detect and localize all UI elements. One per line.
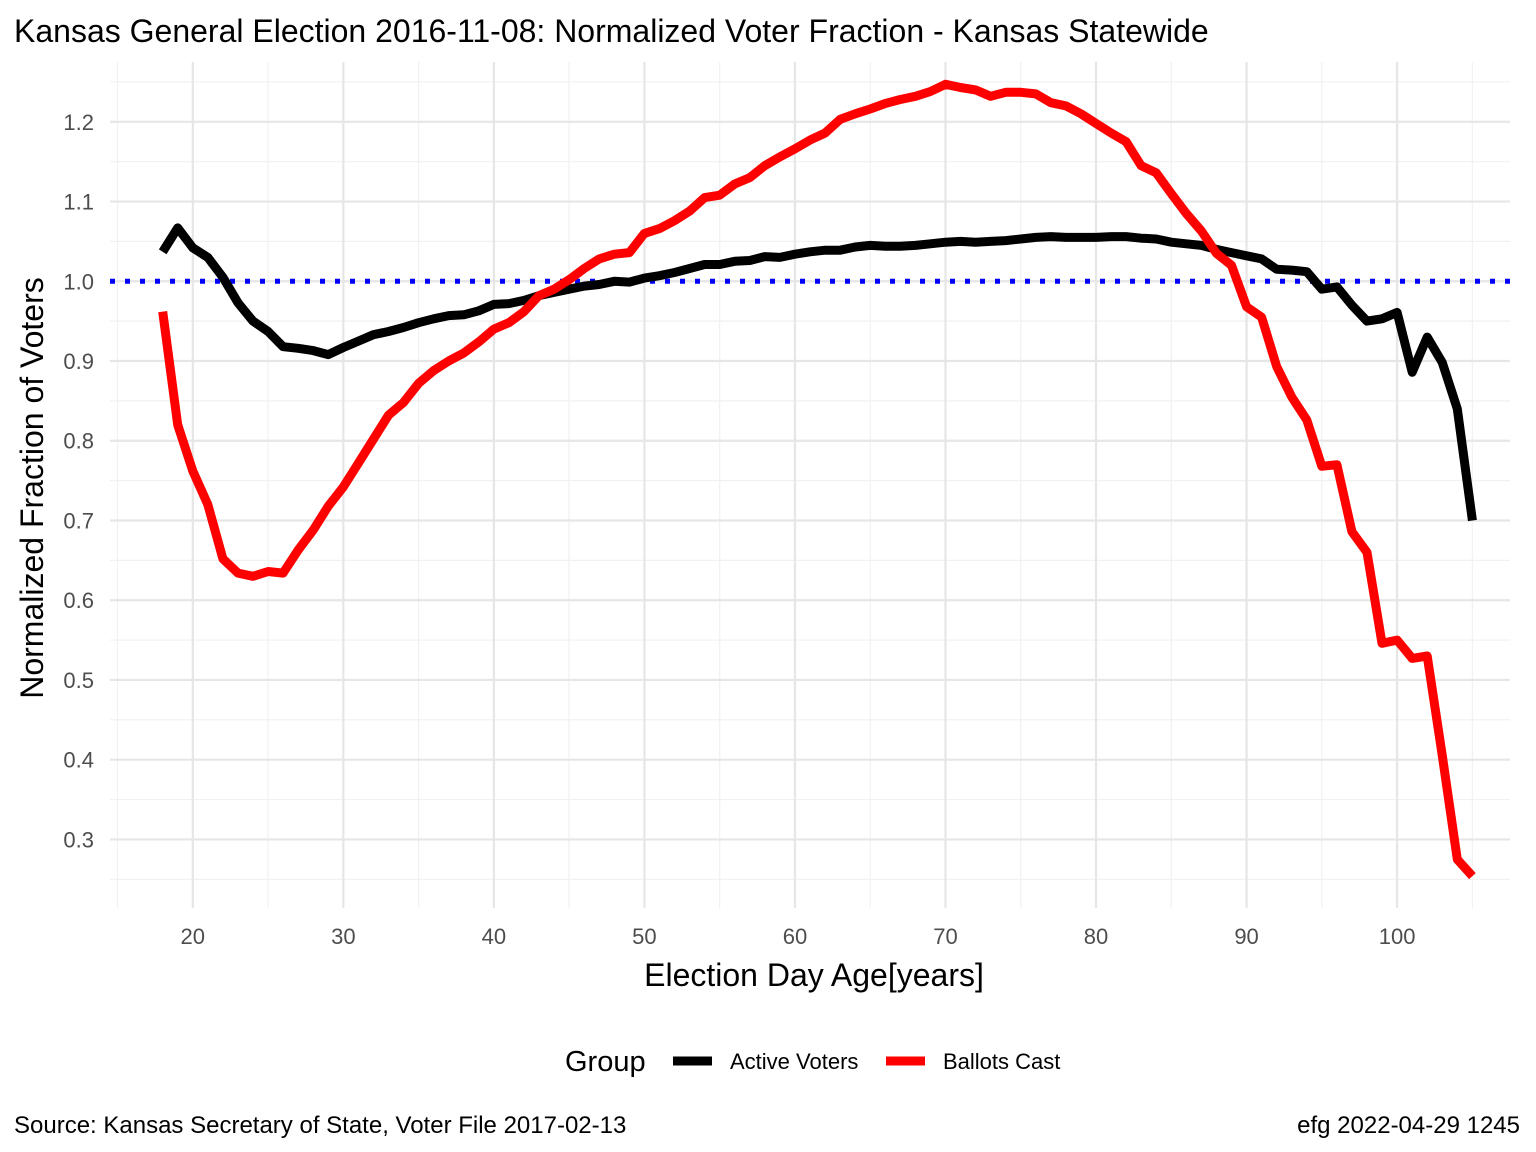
x-tick-label: 70: [933, 924, 957, 949]
x-tick-label: 90: [1234, 924, 1258, 949]
credit-caption: efg 2022-04-29 1245: [1297, 1112, 1520, 1139]
y-axis-title: Normalized Fraction of Voters: [14, 277, 50, 699]
source-caption: Source: Kansas Secretary of State, Voter…: [14, 1112, 626, 1139]
legend: Group Active Voters Ballots Cast: [565, 1046, 1060, 1078]
y-tick-label: 0.4: [63, 748, 94, 773]
grid: [110, 62, 1510, 908]
y-tick-label: 0.6: [63, 588, 94, 613]
legend-title: Group: [565, 1046, 646, 1078]
y-tick-label: 1.2: [63, 110, 94, 135]
y-tick-label: 1.0: [63, 269, 94, 294]
x-tick-label: 80: [1084, 924, 1108, 949]
y-tick-label: 0.9: [63, 349, 94, 374]
legend-label-ballots-cast: Ballots Cast: [943, 1049, 1060, 1074]
legend-label-active-voters: Active Voters: [730, 1049, 858, 1074]
x-tick-label: 40: [482, 924, 506, 949]
x-axis-title: Election Day Age[years]: [644, 957, 984, 993]
y-tick-label: 0.7: [63, 508, 94, 533]
y-tick-label: 1.1: [63, 190, 94, 215]
y-tick-label: 0.5: [63, 668, 94, 693]
x-axis-ticks: 20 30 40 50 60 70 80 90 100: [181, 924, 1416, 949]
chart-title: Kansas General Election 2016-11-08: Norm…: [14, 13, 1209, 49]
series-line-active-voters: [158, 223, 1477, 522]
x-tick-label: 30: [331, 924, 355, 949]
x-tick-label: 50: [632, 924, 656, 949]
series-line-ballots-cast: [158, 79, 1476, 880]
y-tick-label: 0.8: [63, 429, 94, 454]
x-tick-label: 60: [783, 924, 807, 949]
x-tick-label: 100: [1379, 924, 1416, 949]
y-tick-label: 0.3: [63, 827, 94, 852]
series-layer: [158, 79, 1477, 880]
x-tick-label: 20: [181, 924, 205, 949]
y-axis-ticks: 0.3 0.4 0.5 0.6 0.7 0.8 0.9 1.0 1.1 1.2: [63, 110, 94, 853]
